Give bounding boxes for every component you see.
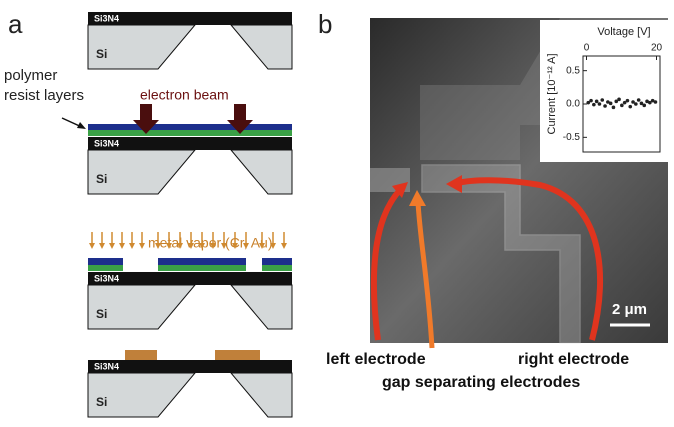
substrate xyxy=(88,25,292,69)
resist-blue xyxy=(88,124,292,130)
resist-blue xyxy=(158,258,246,265)
resist-blue xyxy=(88,258,123,265)
substrate-label: Si xyxy=(96,395,107,409)
resist-label: polymer xyxy=(4,67,57,84)
substrate xyxy=(88,373,292,417)
substrate-label: Si xyxy=(96,47,107,61)
resist-green xyxy=(158,265,246,271)
film-label: Si3N4 xyxy=(94,361,119,371)
substrate xyxy=(88,150,292,194)
film-label: Si3N4 xyxy=(94,13,119,23)
vapor-head xyxy=(89,243,95,249)
substrate-label: Si xyxy=(96,172,107,186)
x-tick-label: 0 xyxy=(584,43,590,54)
gold-pad xyxy=(215,350,260,360)
steps: Si3N4 Si Si3N4 Si Si3N4 Si Si3N4 Si xyxy=(88,12,292,417)
panel-label: b xyxy=(318,9,332,39)
annotation: right electrode xyxy=(518,351,629,368)
substrate xyxy=(88,285,292,329)
x-tick-label: 20 xyxy=(651,43,663,54)
point xyxy=(595,100,599,104)
inset xyxy=(540,20,668,162)
y-tick-label: -0.5 xyxy=(563,132,581,143)
x-axis-label: Voltage [V] xyxy=(597,26,650,38)
point xyxy=(600,98,604,102)
resist-label: resist layers xyxy=(4,87,84,104)
point xyxy=(634,102,638,106)
scale-label: 2 μm xyxy=(612,301,647,318)
vapor-head xyxy=(119,243,125,249)
pointer-head xyxy=(77,122,86,129)
y-tick-label: 0.0 xyxy=(566,99,580,110)
point xyxy=(603,104,607,108)
film-label: Si3N4 xyxy=(94,138,119,148)
vapor-label: metal vapor (Cr, Au) xyxy=(148,235,273,251)
vapor-head xyxy=(109,243,115,249)
vapor-head xyxy=(139,243,145,249)
panel-label: a xyxy=(8,9,23,39)
substrate-label: Si xyxy=(96,307,107,321)
y-tick-label: 0.5 xyxy=(566,65,580,76)
vapor-head xyxy=(99,243,105,249)
resist-blue xyxy=(262,258,292,265)
point xyxy=(598,102,602,106)
vapor-head xyxy=(281,243,287,249)
resist-green xyxy=(88,130,292,136)
annotation: left electrode xyxy=(326,351,426,368)
resist-green xyxy=(262,265,292,271)
resist-green xyxy=(88,265,123,271)
annotation: gap separating electrodes xyxy=(382,374,580,391)
point xyxy=(617,98,621,102)
y-axis-label: Current [10⁻¹² A] xyxy=(546,53,558,134)
point xyxy=(637,98,641,102)
beam-label: electron beam xyxy=(140,87,229,103)
point xyxy=(642,104,646,108)
point xyxy=(612,106,616,110)
film-label: Si3N4 xyxy=(94,273,119,283)
vapor-head xyxy=(129,243,135,249)
point xyxy=(609,102,613,106)
point xyxy=(654,100,658,104)
point xyxy=(620,104,624,108)
point xyxy=(626,99,630,103)
figure: a b Si3N4 Si Si3N4 Si Si3N4 Si Si3N4 Si polymer… xyxy=(0,0,674,422)
point xyxy=(589,99,593,103)
point xyxy=(592,103,596,107)
gold-pad xyxy=(125,350,157,360)
point xyxy=(628,105,632,109)
